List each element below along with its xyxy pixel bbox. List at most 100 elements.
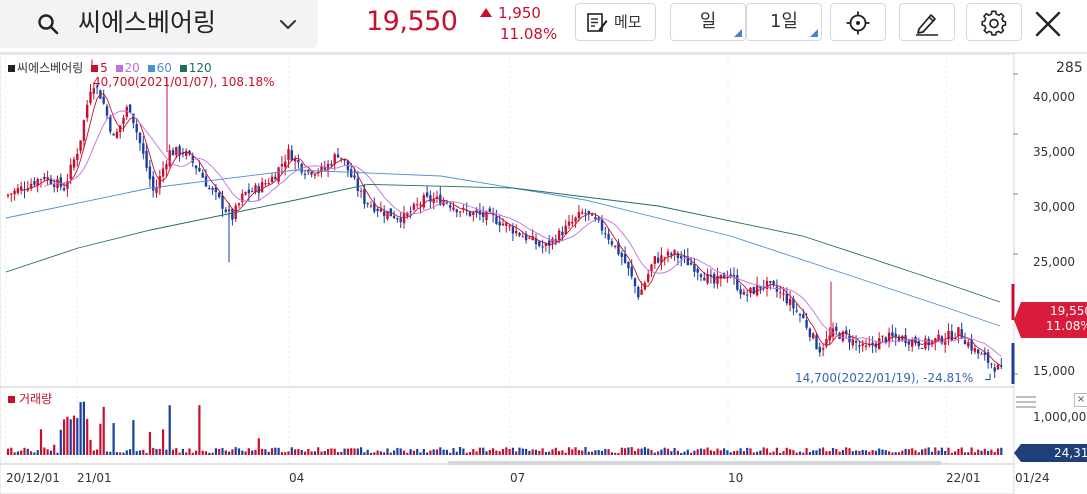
close-volume-panel-button[interactable]: × xyxy=(1074,393,1087,407)
volume-bar xyxy=(498,451,501,455)
candle-body xyxy=(703,277,706,281)
volume-bar xyxy=(911,448,914,455)
volume-bar xyxy=(927,447,930,455)
volume-bar xyxy=(878,448,881,455)
candle-body xyxy=(422,195,425,208)
volume-bar xyxy=(505,447,508,455)
volume-bar xyxy=(713,451,716,455)
candle-body xyxy=(881,335,884,337)
volume-bar xyxy=(112,423,115,455)
volume-bar xyxy=(577,450,580,455)
candle-body xyxy=(445,201,449,204)
settings-button[interactable] xyxy=(966,3,1022,41)
stock-search-box[interactable]: 씨에스베어링 xyxy=(0,0,318,48)
candle-body xyxy=(33,180,36,185)
period-select[interactable]: 1일 xyxy=(746,3,822,41)
chevron-down-icon[interactable] xyxy=(276,12,300,36)
price-tick-40000: 40,000 xyxy=(1033,90,1075,104)
volume-bar xyxy=(812,450,815,455)
candle-body xyxy=(313,174,317,176)
volume-bar xyxy=(996,448,1000,455)
candle-body xyxy=(557,230,561,243)
candle-body xyxy=(914,336,917,344)
candle-body xyxy=(686,256,689,266)
candle-body xyxy=(508,225,511,227)
volume-bar xyxy=(432,449,435,455)
candle-body xyxy=(736,275,739,290)
candle-body xyxy=(158,176,161,189)
volume-bar xyxy=(317,447,320,455)
volume-bar xyxy=(208,452,211,455)
candle-body xyxy=(260,182,264,193)
volume-bar xyxy=(465,452,468,455)
volume-bar xyxy=(831,447,835,455)
volume-bar xyxy=(699,448,703,455)
volume-bar xyxy=(462,448,465,455)
volume-bar xyxy=(963,452,967,455)
volume-bar xyxy=(188,448,191,455)
volume-bar xyxy=(152,447,155,455)
candle-body xyxy=(495,216,498,224)
volume-bar xyxy=(406,452,409,455)
candle-body xyxy=(468,211,472,216)
volume-bar xyxy=(845,447,848,455)
candle-body xyxy=(95,86,99,88)
volume-label: 거래량 xyxy=(19,392,53,406)
volume-bar xyxy=(158,448,161,455)
candle-body xyxy=(713,273,716,284)
volume-bar xyxy=(541,448,544,455)
volume-bar xyxy=(393,450,396,455)
date-label: 01/24 xyxy=(1015,471,1050,485)
candle-body xyxy=(901,335,904,340)
candle-body xyxy=(726,276,729,278)
volume-bar xyxy=(917,452,920,455)
candle-body xyxy=(676,253,680,258)
volume-bar xyxy=(752,452,755,455)
candle-body xyxy=(980,353,983,355)
candle-body xyxy=(92,88,95,94)
candle-body xyxy=(567,221,571,226)
low-marker xyxy=(985,373,991,381)
volume-bar xyxy=(907,449,910,455)
volume-bar xyxy=(657,451,660,455)
volume-bar xyxy=(841,449,844,455)
volume-bar xyxy=(409,449,412,455)
volume-bar xyxy=(732,451,736,455)
volume-bar xyxy=(564,452,567,455)
volume-bar xyxy=(429,450,432,455)
chart-type-label: 일 xyxy=(699,11,717,32)
price-tick-35000: 35,000 xyxy=(1033,145,1075,159)
change-amount: 1,950 xyxy=(480,4,541,22)
volume-bar xyxy=(683,451,686,455)
candle-body xyxy=(960,329,963,339)
volume-bar xyxy=(633,450,637,455)
volume-bar xyxy=(247,448,250,455)
volume-bar xyxy=(353,448,356,455)
candle-body xyxy=(798,314,802,316)
panel-menu-icon[interactable] xyxy=(1015,395,1037,409)
candle-body xyxy=(274,176,277,180)
candle-body xyxy=(897,336,901,342)
candle-body xyxy=(376,208,379,211)
drawing-tool-button[interactable] xyxy=(899,3,955,41)
volume-bar xyxy=(511,447,514,455)
candle-body xyxy=(660,255,663,263)
candle-body xyxy=(548,240,551,246)
volume-bar xyxy=(930,451,934,455)
chart-scrollbar[interactable] xyxy=(448,461,942,465)
volume-bar xyxy=(13,452,16,455)
volume-bar xyxy=(798,451,802,455)
volume-bar xyxy=(43,447,46,455)
chart-type-select[interactable]: 일 xyxy=(670,3,746,41)
volume-bar xyxy=(627,447,630,455)
close-icon[interactable] xyxy=(1032,8,1064,40)
crosshair-button[interactable] xyxy=(830,3,886,41)
volume-bar xyxy=(63,419,66,455)
volume-bar xyxy=(855,450,858,455)
candle-body xyxy=(270,176,274,183)
volume-bar xyxy=(785,447,788,455)
candle-body xyxy=(336,154,340,158)
candle-body xyxy=(709,274,713,277)
memo-button[interactable]: 메모 xyxy=(575,3,656,41)
